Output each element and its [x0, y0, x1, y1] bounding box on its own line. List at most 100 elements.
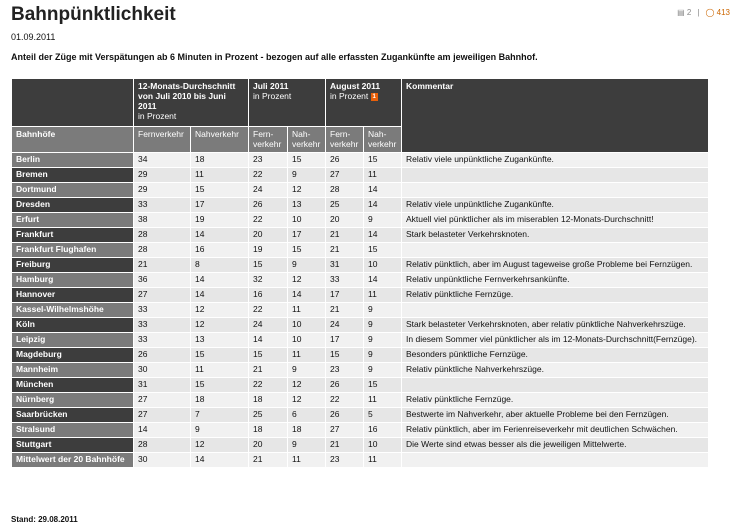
cell-aug-nah: 9 [362, 362, 403, 378]
cell-station: Mittelwert der 20 Bahnhöfe [11, 452, 134, 468]
cell-jul-nah: 15 [287, 152, 326, 168]
table-row: München 31 15 22 12 26 15 [11, 377, 709, 393]
cell-station: Freiburg [11, 257, 134, 273]
cell-jul-fern: 18 [248, 422, 288, 438]
cell-avg-fern: 33 [133, 197, 191, 213]
cell-comment: Die Werte sind etwas besser als die jewe… [401, 437, 709, 453]
header-nah: Nah-verkehr [287, 126, 326, 153]
table-row: Leipzig 33 13 14 10 17 9 In diesem Sommer viel … [11, 332, 709, 348]
cell-comment: Relativ pünktliche Nahverkehrszüge. [401, 362, 709, 378]
cell-station: Frankfurt Flughafen [11, 242, 134, 258]
cell-avg-nah: 9 [190, 422, 249, 438]
cell-comment [401, 302, 709, 318]
cell-aug-nah: 15 [362, 242, 403, 258]
cell-aug-fern: 26 [325, 407, 364, 423]
header-fern: Fern-verkehr [325, 126, 364, 153]
cell-aug-nah: 9 [362, 212, 403, 228]
cell-jul-nah: 10 [287, 332, 326, 348]
table-row: Hannover 27 14 16 14 17 11 Relativ pünktliche F… [11, 287, 709, 303]
cell-avg-fern: 27 [133, 287, 191, 303]
cell-station: Leipzig [11, 332, 134, 348]
cell-avg-fern: 21 [133, 257, 191, 273]
cell-avg-nah: 15 [190, 377, 249, 393]
cell-avg-nah: 12 [190, 437, 249, 453]
cell-comment: Stark belasteter Verkehrsknoten. [401, 227, 709, 243]
cell-aug-fern: 20 [325, 212, 364, 228]
cell-jul-fern: 20 [248, 227, 288, 243]
cell-jul-fern: 21 [248, 362, 288, 378]
cell-station: Dresden [11, 197, 134, 213]
cell-station: Magdeburg [11, 347, 134, 363]
cell-avg-fern: 27 [133, 392, 191, 408]
cell-comment: Besonders pünktliche Fernzüge. [401, 347, 709, 363]
cell-comment: Relativ pünktlich, aber im August tagewe… [401, 257, 709, 273]
header-july: Juli 2011 in Prozent [248, 78, 326, 127]
cell-avg-fern: 28 [133, 227, 191, 243]
cell-jul-nah: 12 [287, 272, 326, 288]
cell-aug-nah: 16 [362, 422, 403, 438]
cell-jul-nah: 14 [287, 287, 326, 303]
cell-avg-nah: 14 [190, 227, 249, 243]
header-fern: Fern-verkehr [248, 126, 288, 153]
table-row: Stuttgart 28 12 20 9 21 10 Die Werte sind etwas… [11, 437, 709, 453]
cell-aug-fern: 21 [325, 437, 364, 453]
comments-link[interactable]: ▤ 2 [677, 8, 691, 17]
comment-icon: ▤ [677, 8, 685, 17]
table-row: Magdeburg 26 15 15 11 15 9 Besonders pünktliche… [11, 347, 709, 363]
cell-comment: Relativ unpünktliche Fernverkehrsankünft… [401, 272, 709, 288]
table-row: Frankfurt Flughafen 28 16 19 15 21 15 [11, 242, 709, 258]
footnote-badge[interactable]: 1 [370, 92, 378, 101]
cell-avg-nah: 7 [190, 407, 249, 423]
cell-aug-nah: 14 [362, 272, 403, 288]
table-row: Dresden 33 17 26 13 25 14 Relativ viele unpünkt… [11, 197, 709, 213]
cell-jul-nah: 9 [287, 167, 326, 183]
cell-avg-fern: 28 [133, 242, 191, 258]
cell-jul-fern: 24 [248, 182, 288, 198]
cell-jul-nah: 12 [287, 377, 326, 393]
cell-jul-nah: 12 [287, 392, 326, 408]
cell-comment: Relativ pünktliche Fernzüge. [401, 392, 709, 408]
table-row: Erfurt 38 19 22 10 20 9 Aktuell viel pünktliche… [11, 212, 709, 228]
cell-aug-nah: 10 [362, 437, 403, 453]
cell-avg-nah: 11 [190, 167, 249, 183]
cell-jul-fern: 16 [248, 287, 288, 303]
cell-jul-fern: 32 [248, 272, 288, 288]
cell-avg-fern: 14 [133, 422, 191, 438]
cell-avg-nah: 12 [190, 317, 249, 333]
cell-jul-nah: 12 [287, 182, 326, 198]
cell-jul-nah: 10 [287, 317, 326, 333]
cell-aug-fern: 21 [325, 242, 364, 258]
cell-avg-nah: 13 [190, 332, 249, 348]
cell-station: Dortmund [11, 182, 134, 198]
cell-avg-nah: 14 [190, 272, 249, 288]
cell-aug-nah: 10 [362, 257, 403, 273]
cell-avg-nah: 14 [190, 287, 249, 303]
cell-station: Nürnberg [11, 392, 134, 408]
cell-aug-fern: 21 [325, 302, 364, 318]
cell-aug-fern: 28 [325, 182, 364, 198]
cell-avg-nah: 8 [190, 257, 249, 273]
cell-aug-fern: 27 [325, 422, 364, 438]
cell-aug-nah: 11 [362, 452, 403, 468]
table-row: Stralsund 14 9 18 18 27 16 Relativ pünktlich, a… [11, 422, 709, 438]
cell-jul-fern: 18 [248, 392, 288, 408]
cell-avg-fern: 29 [133, 167, 191, 183]
cell-avg-nah: 18 [190, 152, 249, 168]
cell-avg-nah: 17 [190, 197, 249, 213]
cell-jul-fern: 19 [248, 242, 288, 258]
cell-aug-nah: 11 [362, 167, 403, 183]
cell-station: Hannover [11, 287, 134, 303]
cell-jul-nah: 9 [287, 437, 326, 453]
cell-aug-fern: 26 [325, 377, 364, 393]
cell-aug-fern: 23 [325, 452, 364, 468]
cell-aug-nah: 9 [362, 332, 403, 348]
cell-jul-fern: 22 [248, 377, 288, 393]
views: ◯ 413 [705, 8, 730, 17]
header-nah: Nahverkehr [190, 126, 249, 153]
cell-aug-nah: 9 [362, 302, 403, 318]
cell-jul-fern: 20 [248, 437, 288, 453]
cell-station: Köln [11, 317, 134, 333]
cell-aug-fern: 21 [325, 227, 364, 243]
cell-jul-nah: 9 [287, 257, 326, 273]
cell-comment [401, 167, 709, 183]
